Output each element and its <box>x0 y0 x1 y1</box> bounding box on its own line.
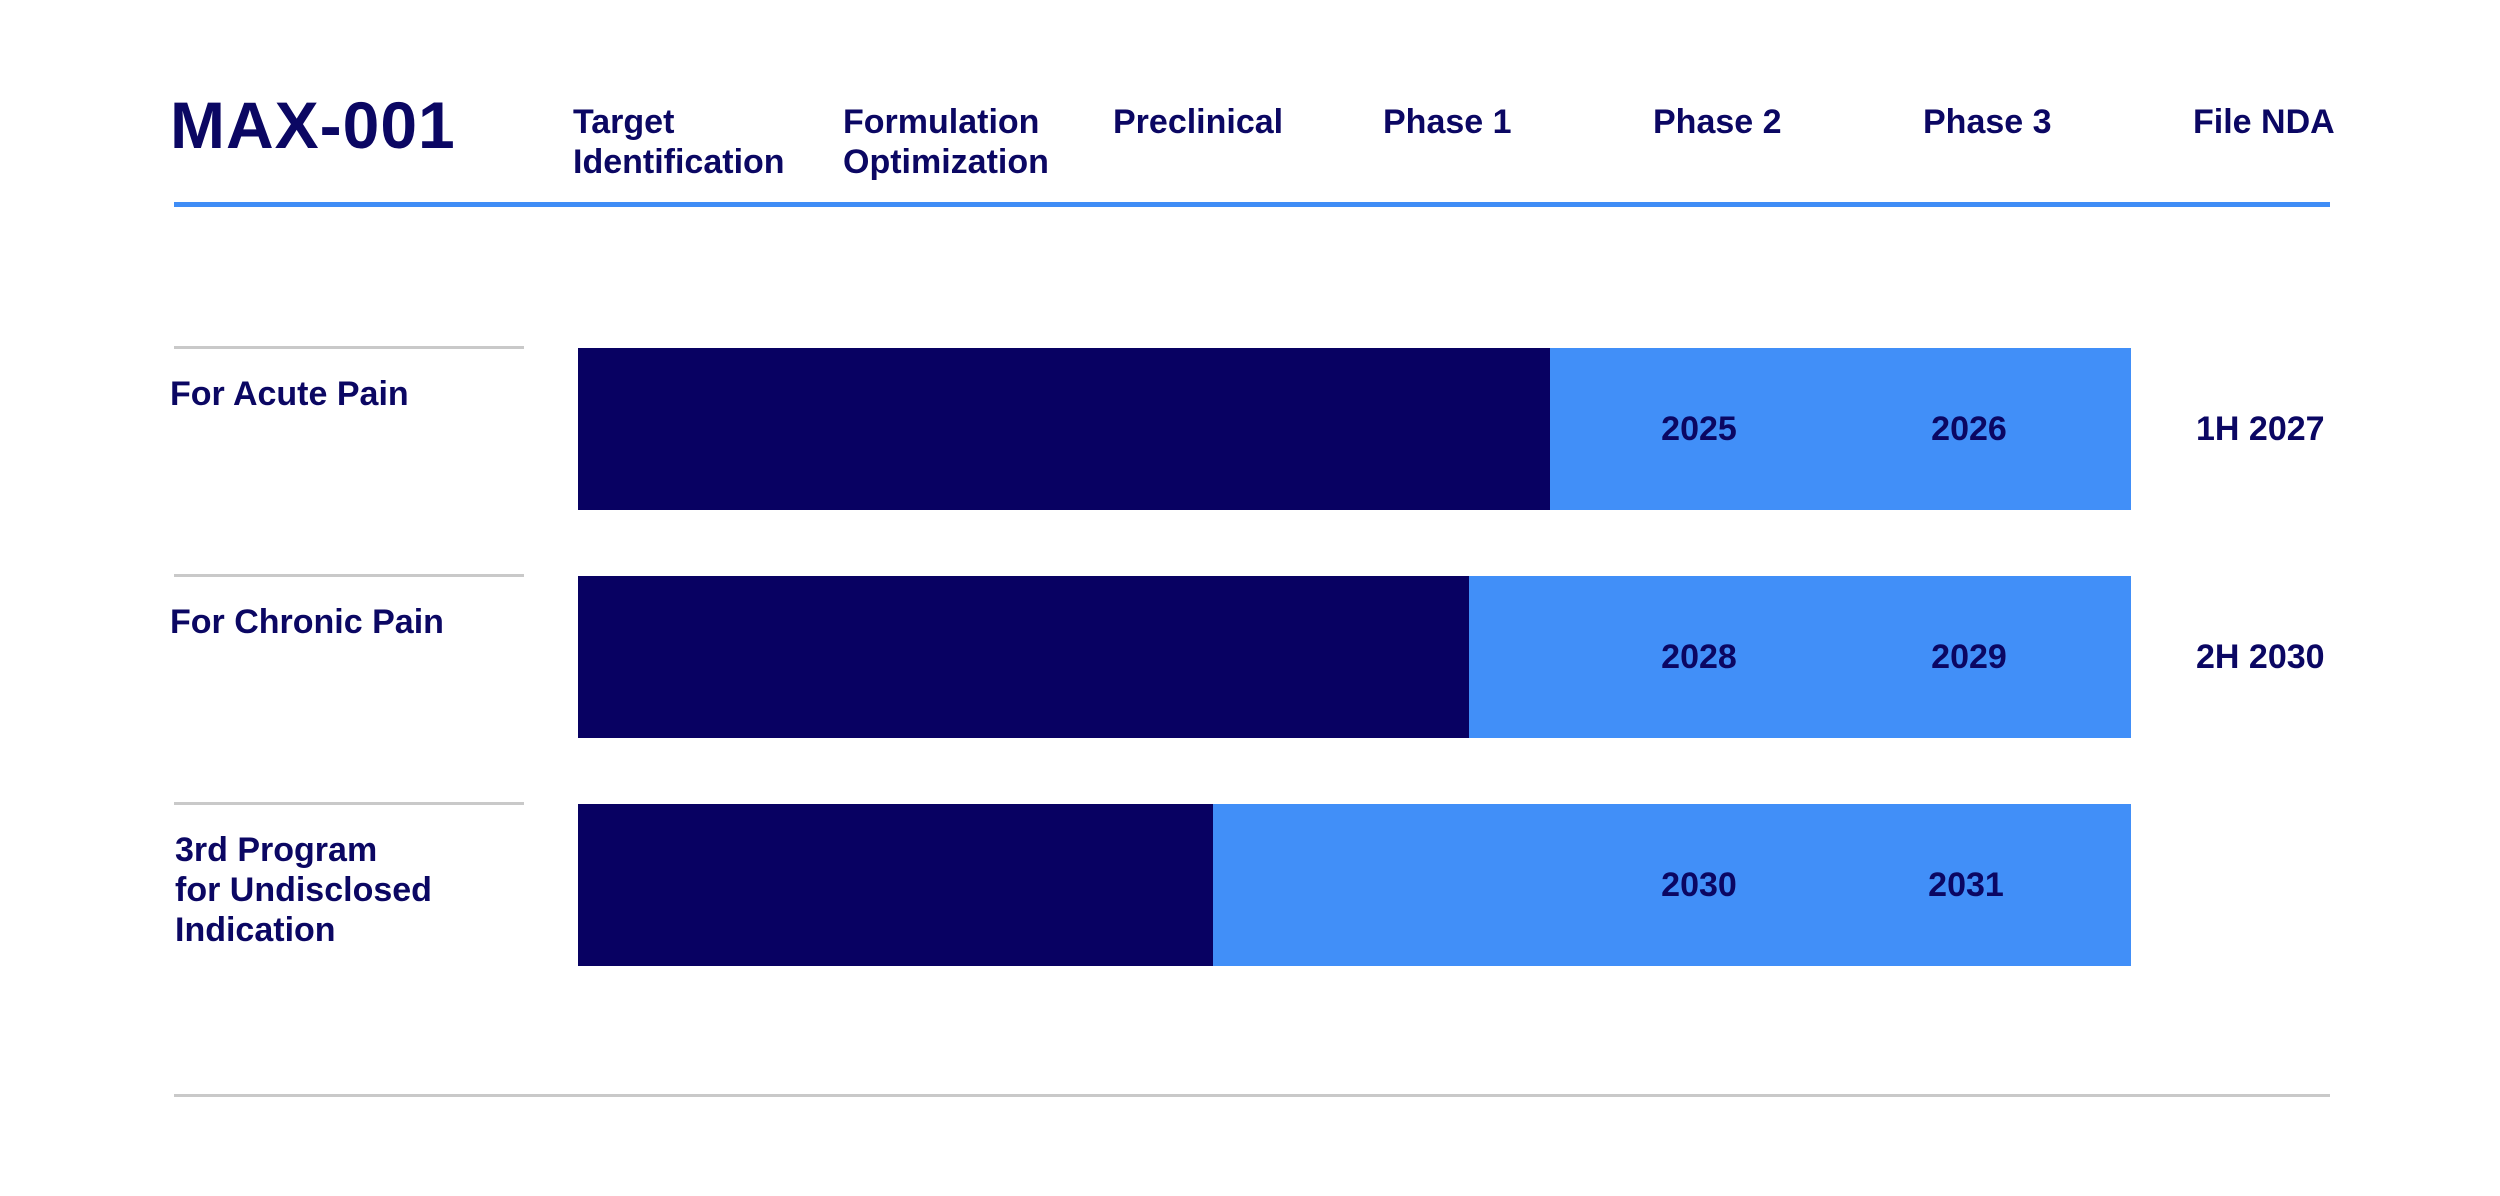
year-label-phase-2: 2028 <box>1661 638 1737 676</box>
stage-header-target-identification: Target Identification <box>573 103 785 181</box>
nda-date-label: 2H 2030 <box>2196 638 2325 676</box>
stage-header-phase-3: Phase 3 <box>1923 103 2052 141</box>
row-label-undisclosed-indication: 3rd Program for Undisclosed Indication <box>175 831 432 949</box>
year-label-phase-3: 2026 <box>1931 410 2007 448</box>
year-label-phase-2: 2025 <box>1661 410 1737 448</box>
header-divider <box>174 202 2330 207</box>
stage-header-preclinical: Preclinical <box>1113 103 1284 141</box>
stage-header-phase-2: Phase 2 <box>1653 103 1782 141</box>
bar-acute-pain-completed <box>578 348 1550 510</box>
bar-undisclosed-planned <box>1212 804 2131 966</box>
row-divider <box>174 346 524 349</box>
year-label-phase-3: 2029 <box>1931 638 2007 676</box>
year-label-phase-2: 2030 <box>1661 866 1737 904</box>
bar-acute-pain-planned <box>1550 348 2131 510</box>
nda-date-label: 1H 2027 <box>2196 410 2325 448</box>
bottom-divider <box>174 1094 2330 1097</box>
row-divider <box>174 574 524 577</box>
year-label-phase-3: 2031 <box>1928 866 2004 904</box>
bar-chronic-pain-planned <box>1469 576 2131 738</box>
row-label-chronic-pain: For Chronic Pain <box>170 603 444 641</box>
row-divider <box>174 802 524 805</box>
stage-header-formulation-optimization: Formulation Optimization <box>843 103 1049 181</box>
stage-header-phase-1: Phase 1 <box>1383 103 1512 141</box>
bar-undisclosed-completed <box>578 804 1213 966</box>
stage-header-file-nda: File NDA <box>2193 103 2335 141</box>
row-label-acute-pain: For Acute Pain <box>170 375 409 413</box>
bar-chronic-pain-completed <box>578 576 1469 738</box>
chart-title: MAX-001 <box>170 88 456 162</box>
